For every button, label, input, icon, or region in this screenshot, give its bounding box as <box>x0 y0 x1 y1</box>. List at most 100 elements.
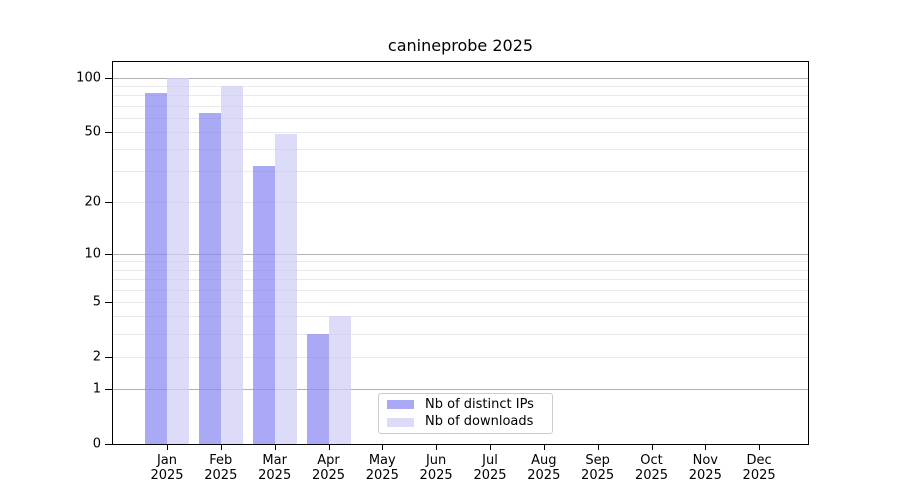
x-tick-label-oct: Oct 2025 <box>635 453 668 483</box>
x-tick <box>543 444 545 450</box>
gridline-minor <box>113 278 808 280</box>
bar-downloads-apr <box>328 316 351 444</box>
legend: Nb of distinct IPs Nb of downloads <box>378 393 553 434</box>
x-tick <box>220 444 222 450</box>
x-tick-label-line: Jun <box>425 453 447 468</box>
x-tick-label-line: Aug <box>531 453 557 468</box>
x-tick-label-line: 2025 <box>365 468 399 483</box>
gridline-minor <box>113 131 808 133</box>
gridline-minor <box>113 117 808 119</box>
y-tick-label: 50 <box>84 124 101 140</box>
y-tick <box>105 202 112 204</box>
x-tick-label-line: 2025 <box>581 468 615 483</box>
x-tick-label-line: May <box>368 453 396 468</box>
x-tick <box>328 444 330 450</box>
gridline-major <box>113 253 808 255</box>
x-tick-label-line: Mar <box>262 453 287 468</box>
y-tick <box>105 356 112 358</box>
gridline-minor <box>113 334 808 335</box>
x-tick-label-line: Sep <box>585 453 610 468</box>
x-tick <box>759 444 761 450</box>
x-tick-label-line: 2025 <box>419 468 453 483</box>
gridline-minor <box>113 289 808 291</box>
bar-downloads-feb <box>220 85 243 444</box>
y-tick-label: 20 <box>84 194 101 210</box>
x-tick-label-line: Apr <box>317 453 340 468</box>
gridline-minor <box>113 316 808 318</box>
y-tick-label: 2 <box>92 349 101 365</box>
legend-swatch-distinct-ips-icon <box>387 400 414 410</box>
x-tick-label-line: 2025 <box>150 468 184 483</box>
x-tick-label-line: 2025 <box>742 468 776 483</box>
x-tick-label-line: 2025 <box>527 468 561 483</box>
x-tick <box>436 444 438 450</box>
gridline-minor <box>113 149 808 151</box>
gridline-minor <box>113 85 808 87</box>
x-tick-label-jul: Jul 2025 <box>473 453 506 483</box>
gridline-minor <box>113 202 808 204</box>
x-tick <box>167 444 168 450</box>
x-tick <box>705 444 707 450</box>
legend-item-downloads: Nb of downloads <box>387 415 552 429</box>
x-tick-label-line: 2025 <box>204 468 238 483</box>
chart-title: canineprobe 2025 <box>387 36 534 55</box>
x-tick-label-line: Feb <box>209 453 233 468</box>
x-tick-label-line: 2025 <box>311 468 346 483</box>
y-tick-label: 10 <box>84 246 101 262</box>
legend-item-distinct-ips: Nb of distinct IPs <box>387 396 552 412</box>
y-tick <box>105 301 112 303</box>
plot-area: 0 1 2 5 10 20 50 100 Jan 2025 Feb 2025 Mar 2025 Apr 202… <box>76 61 809 483</box>
x-tick-label-dec: Dec 2025 <box>743 453 776 483</box>
x-tick-label-line: 2025 <box>634 468 669 483</box>
x-tick-label-feb: Feb 2025 <box>204 453 237 483</box>
x-tick-label-line: 2025 <box>688 468 722 483</box>
gridline-major <box>113 77 808 79</box>
x-tick <box>651 444 653 450</box>
x-tick-label-sep: Sep 2025 <box>581 453 614 483</box>
y-tick-label: 5 <box>92 294 101 310</box>
y-tick-label: 100 <box>76 70 101 86</box>
x-tick-label-apr: Apr 2025 <box>312 453 345 483</box>
bar-downloads-jan <box>167 77 189 444</box>
x-tick <box>490 444 491 450</box>
bar-downloads-mar <box>274 133 297 444</box>
bar-distinct-ips-mar <box>252 166 275 444</box>
legend-swatch-downloads-icon <box>387 417 414 427</box>
gridline-minor <box>113 171 808 173</box>
gridline-major <box>113 389 808 390</box>
x-tick-label-line: Jan <box>156 453 178 468</box>
gridline-minor <box>113 356 808 358</box>
x-tick-label-line: Nov <box>692 453 718 468</box>
x-tick-label-line: 2025 <box>473 468 507 483</box>
x-tick <box>382 444 384 450</box>
x-tick-label-jan: Jan 2025 <box>150 453 183 483</box>
y-tick-label: 1 <box>92 381 101 397</box>
y-tick-label: 0 <box>92 436 101 452</box>
gridline-minor <box>113 95 808 97</box>
x-tick-label-line: Oct <box>640 453 663 468</box>
x-tick-label-jun: Jun 2025 <box>420 453 453 483</box>
x-tick-label-may: May 2025 <box>366 453 399 483</box>
x-tick-label-line: Dec <box>746 453 772 468</box>
y-tick <box>105 389 112 390</box>
legend-label-downloads: Nb of downloads <box>425 414 534 430</box>
bar-distinct-ips-jan <box>145 93 167 444</box>
gridline-minor <box>113 269 808 271</box>
x-tick-label-mar: Mar 2025 <box>258 453 291 483</box>
x-tick-label-line: Jul <box>482 453 498 468</box>
gridline-minor <box>113 301 808 303</box>
y-tick <box>105 253 112 255</box>
y-tick <box>105 444 112 445</box>
y-tick <box>105 77 112 79</box>
x-tick-label-line: 2025 <box>258 468 292 483</box>
x-tick <box>597 444 599 450</box>
x-tick-label-nov: Nov 2025 <box>689 453 722 483</box>
bar-distinct-ips-feb <box>198 112 221 444</box>
gridline-minor <box>113 261 808 263</box>
bar-distinct-ips-apr <box>306 334 329 444</box>
x-tick-label-aug: Aug 2025 <box>527 453 560 483</box>
gridline-minor <box>113 105 808 107</box>
legend-label-distinct-ips: Nb of distinct IPs <box>425 396 534 412</box>
x-tick <box>274 444 276 450</box>
